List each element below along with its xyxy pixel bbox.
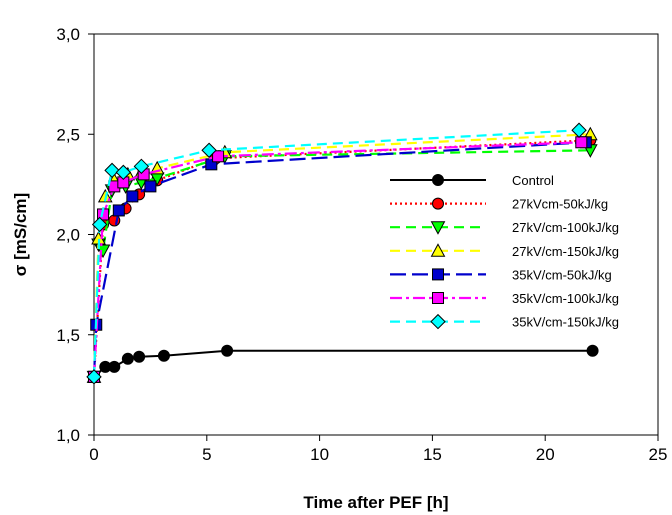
legend-marker — [432, 292, 444, 304]
x-tick-label: 20 — [536, 445, 555, 464]
legend-label: 27kV/cm-100kJ/kg — [512, 220, 619, 235]
legend-label: 27kV/cm-150kJ/kg — [512, 244, 619, 259]
legend-item: 27kV/cm-100kJ/kg — [390, 220, 619, 235]
series-0 — [88, 344, 599, 383]
y-tick-label: 1,5 — [56, 326, 80, 345]
legend-item: 27kVcm-50kJ/kg — [390, 197, 608, 212]
series-6 — [86, 122, 587, 385]
data-point — [144, 180, 157, 193]
x-tick-label: 15 — [423, 445, 442, 464]
legend-label: 35kV/cm-150kJ/kg — [512, 315, 619, 330]
legend-label: 27kVcm-50kJ/kg — [512, 197, 608, 212]
data-point — [575, 136, 588, 149]
data-point — [108, 360, 121, 373]
data-point — [221, 344, 234, 357]
data-point — [86, 369, 102, 385]
legend-item: 35kV/cm-150kJ/kg — [390, 313, 619, 330]
legend: Control 27kVcm-50kJ/kg 27kV/cm-100kJ/kg 27k… — [390, 173, 619, 330]
data-point — [115, 164, 132, 181]
x-tick-label: 5 — [202, 445, 211, 464]
legend-item: 35kV/cm-50kJ/kg — [390, 267, 612, 282]
legend-label: Control — [512, 173, 554, 188]
data-point — [212, 150, 225, 163]
legend-marker — [430, 221, 446, 235]
data-point — [121, 352, 134, 365]
legend-item: 27kV/cm-150kJ/kg — [390, 243, 619, 259]
x-tick-label: 0 — [89, 445, 98, 464]
series-line — [92, 141, 582, 377]
y-tick-label: 2,0 — [56, 226, 80, 245]
data-point — [104, 162, 120, 179]
legend-label: 35kV/cm-50kJ/kg — [512, 267, 612, 282]
axes: 0 5 10 15 20 25 1,0 1,5 2,0 2,5 3,0 — [56, 25, 667, 464]
legend-marker — [432, 197, 444, 210]
legend-marker — [430, 313, 446, 330]
x-axis-title: Time after PEF [h] — [303, 493, 448, 512]
data-point — [91, 216, 108, 233]
x-tick-label: 10 — [310, 445, 329, 464]
data-point — [133, 158, 150, 175]
legend-marker — [432, 268, 444, 281]
data-point — [571, 122, 587, 138]
legend-marker — [432, 174, 444, 186]
data-point — [133, 350, 146, 363]
data-point — [157, 349, 170, 362]
legend-item: 35kV/cm-100kJ/kg — [390, 291, 619, 306]
data-point — [586, 344, 599, 357]
y-axis-title: σ [mS/cm] — [11, 193, 30, 276]
legend-marker — [430, 243, 446, 257]
y-tick-label: 1,0 — [56, 426, 80, 445]
plot-series — [86, 122, 599, 385]
legend-item: Control — [390, 173, 554, 188]
x-tick-label: 25 — [649, 445, 668, 464]
series-line — [92, 129, 580, 377]
y-tick-label: 2,5 — [56, 125, 80, 144]
data-point — [112, 204, 125, 217]
data-point — [201, 142, 217, 158]
legend-label: 35kV/cm-100kJ/kg — [512, 291, 619, 306]
y-tick-label: 3,0 — [56, 25, 80, 44]
data-point — [126, 190, 139, 203]
